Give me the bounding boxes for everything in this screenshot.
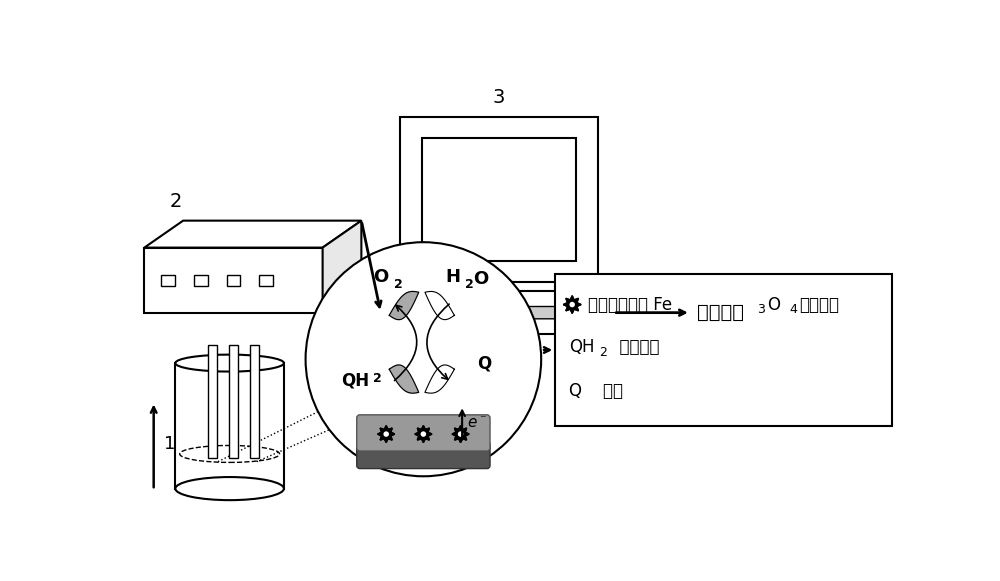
- FancyBboxPatch shape: [250, 345, 259, 458]
- FancyBboxPatch shape: [500, 307, 557, 319]
- Text: QH: QH: [341, 372, 369, 390]
- Polygon shape: [563, 296, 581, 313]
- Circle shape: [306, 242, 541, 476]
- Polygon shape: [563, 296, 581, 313]
- Text: 2: 2: [373, 372, 382, 385]
- FancyBboxPatch shape: [144, 248, 323, 313]
- Polygon shape: [425, 292, 454, 320]
- Text: 3: 3: [757, 303, 765, 317]
- Text: 修饰有漆酶的 Fe: 修饰有漆酶的 Fe: [588, 296, 672, 314]
- Text: 纳米粒子: 纳米粒子: [799, 296, 839, 314]
- Polygon shape: [452, 426, 469, 443]
- Text: 2: 2: [599, 346, 607, 359]
- Text: H: H: [445, 268, 460, 286]
- FancyBboxPatch shape: [555, 274, 892, 426]
- Polygon shape: [425, 365, 454, 393]
- Circle shape: [421, 431, 426, 437]
- Text: 2: 2: [169, 192, 182, 211]
- Text: ⁻: ⁻: [479, 413, 486, 426]
- Polygon shape: [378, 426, 395, 443]
- Polygon shape: [389, 365, 419, 393]
- Ellipse shape: [175, 354, 284, 372]
- Text: 2: 2: [465, 278, 474, 292]
- Text: 4: 4: [789, 303, 797, 317]
- Text: 对苯二酚: 对苯二酚: [609, 338, 660, 356]
- FancyBboxPatch shape: [208, 345, 217, 458]
- FancyBboxPatch shape: [422, 138, 576, 261]
- Polygon shape: [144, 221, 361, 248]
- Text: O: O: [373, 268, 388, 286]
- Polygon shape: [389, 292, 419, 320]
- Text: 数据输出: 数据输出: [697, 303, 744, 322]
- Text: O: O: [767, 296, 780, 314]
- FancyBboxPatch shape: [227, 275, 240, 286]
- Circle shape: [383, 431, 389, 437]
- Text: 2: 2: [394, 278, 403, 292]
- FancyBboxPatch shape: [229, 345, 238, 458]
- Text: e: e: [468, 415, 477, 430]
- FancyBboxPatch shape: [357, 442, 490, 469]
- Text: 1: 1: [164, 435, 175, 453]
- FancyBboxPatch shape: [259, 275, 273, 286]
- Polygon shape: [415, 426, 432, 443]
- Text: Q    苯醜: Q 苯醜: [569, 382, 623, 400]
- Ellipse shape: [175, 477, 284, 500]
- Circle shape: [569, 302, 575, 307]
- Polygon shape: [415, 426, 432, 443]
- FancyBboxPatch shape: [194, 275, 208, 286]
- Polygon shape: [452, 426, 469, 443]
- Polygon shape: [378, 426, 395, 443]
- Text: QH: QH: [569, 338, 595, 356]
- FancyBboxPatch shape: [381, 292, 613, 334]
- Text: Q: Q: [477, 354, 491, 372]
- Polygon shape: [323, 221, 361, 313]
- FancyBboxPatch shape: [400, 117, 598, 282]
- FancyBboxPatch shape: [357, 415, 490, 451]
- Circle shape: [458, 431, 463, 437]
- Text: 3: 3: [493, 88, 505, 107]
- Text: O: O: [473, 270, 488, 288]
- FancyBboxPatch shape: [161, 275, 175, 286]
